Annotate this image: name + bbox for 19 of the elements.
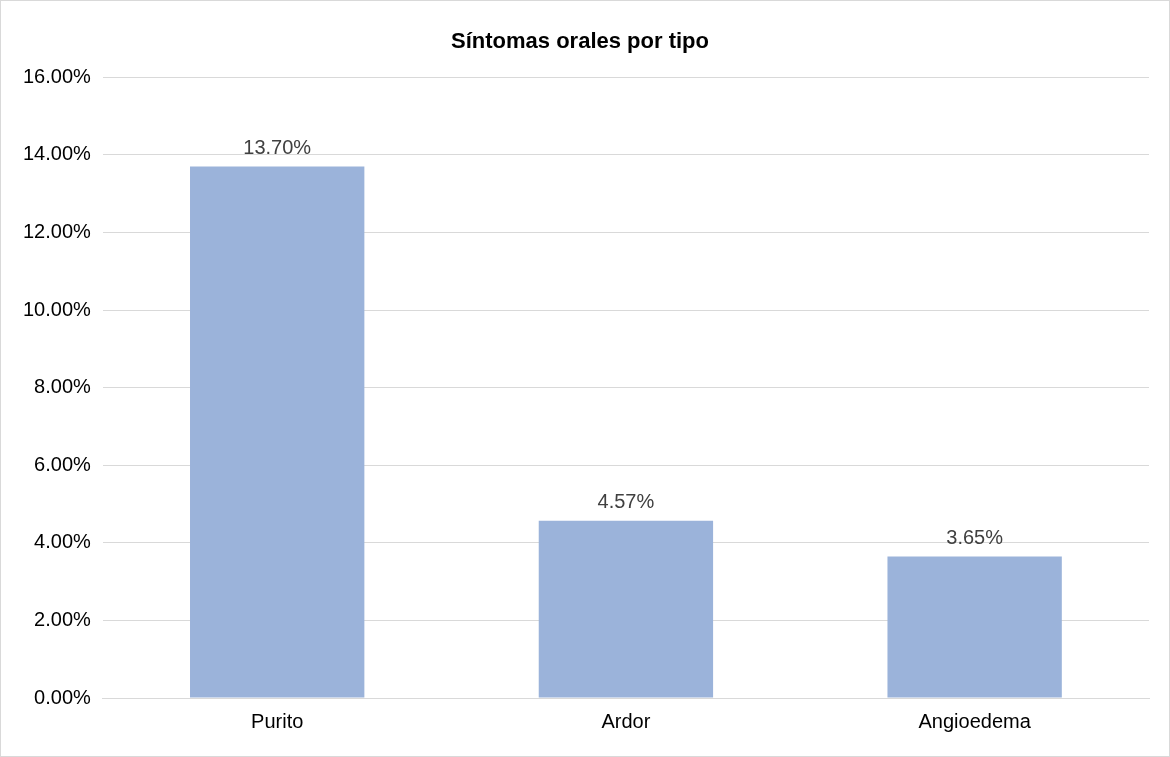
- x-tick-label: Ardor: [601, 709, 651, 732]
- x-tick-label: Angioedema: [918, 709, 1032, 732]
- data-label: 13.70%: [243, 136, 312, 159]
- data-label: 3.65%: [946, 525, 1004, 548]
- y-tick-label: 0.00%: [34, 685, 92, 708]
- chart-title: Síntomas orales por tipo: [451, 28, 709, 54]
- data-label: 4.57%: [597, 490, 655, 513]
- y-tick-label: 10.00%: [22, 297, 92, 320]
- y-tick-label: 12.00%: [22, 220, 92, 243]
- bar: [190, 166, 365, 698]
- y-tick-label: 6.00%: [34, 452, 92, 475]
- x-tick-label: Purito: [251, 709, 304, 732]
- y-tick-label: 4.00%: [34, 530, 92, 553]
- y-tick-label: 2.00%: [34, 607, 92, 630]
- bar: [887, 556, 1062, 698]
- bar: [538, 520, 714, 698]
- y-tick-label: 14.00%: [22, 142, 92, 165]
- y-tick-label: 8.00%: [34, 375, 92, 398]
- y-tick-label: 16.00%: [22, 64, 92, 87]
